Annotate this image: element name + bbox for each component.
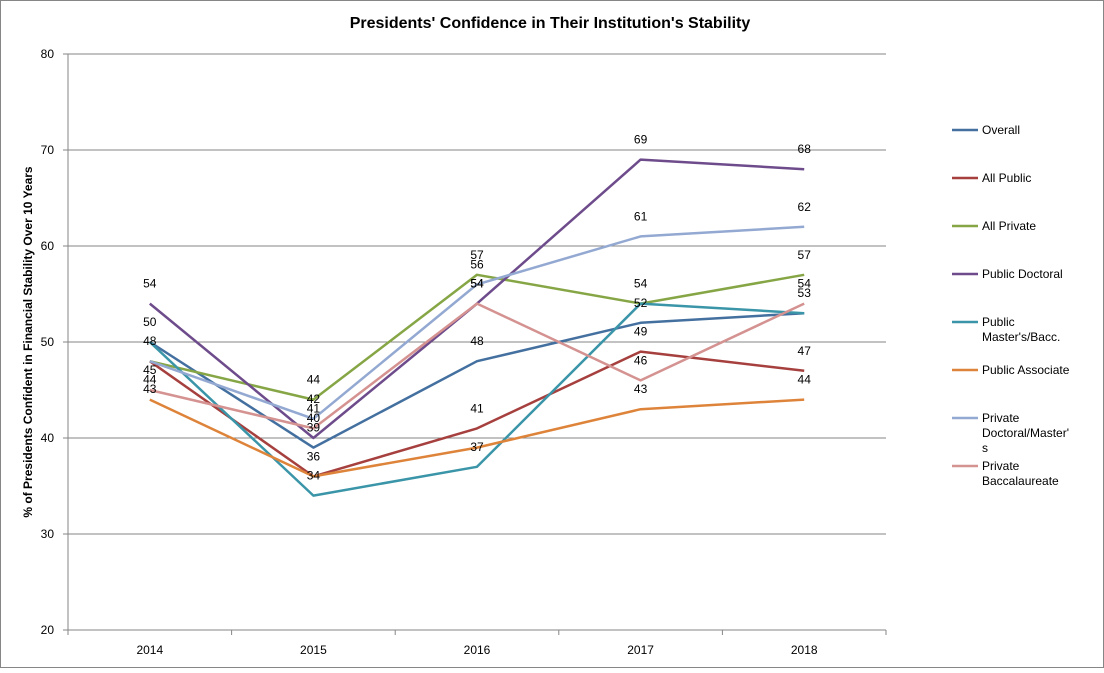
series-line-5 xyxy=(149,398,805,478)
y-axis-title: % of Presidents Confident in Financial S… xyxy=(21,166,35,518)
data-label: 54 xyxy=(143,277,157,291)
legend: Overall All Public All Private Public Docto… xyxy=(952,123,1070,488)
series-lines xyxy=(148,158,805,497)
series-line-4 xyxy=(148,302,805,497)
legend-label: Master's/Bacc. xyxy=(982,330,1060,344)
data-label: 46 xyxy=(634,353,648,367)
legend-label: All Private xyxy=(982,219,1036,233)
data-label: 54 xyxy=(634,277,648,291)
data-label: 54 xyxy=(470,277,484,291)
chart-title: Presidents' Confidence in Their Institut… xyxy=(350,15,751,32)
legend-label: Public xyxy=(982,315,1015,329)
data-label: 50 xyxy=(143,315,157,329)
data-label: 42 xyxy=(307,392,321,406)
legend-label: Baccalaureate xyxy=(982,474,1059,488)
x-tick-label: 2015 xyxy=(300,643,327,657)
data-label: 37 xyxy=(470,440,484,454)
data-label: 47 xyxy=(798,344,812,358)
data-label: 57 xyxy=(470,248,484,262)
y-tick-label: 40 xyxy=(41,431,55,445)
data-labels: 48 39 48 52 53 36 41 49 47 44 54 57 54 57 69 68 50 34 37 54… xyxy=(143,133,811,483)
data-label: 52 xyxy=(634,296,648,310)
legend-label: Private xyxy=(982,459,1020,473)
legend-label: Public Doctoral xyxy=(982,267,1063,281)
data-label: 45 xyxy=(143,363,157,377)
gridlines xyxy=(68,53,886,535)
legend-label: s xyxy=(982,441,988,455)
data-label: 56 xyxy=(470,257,484,271)
legend-label: All Public xyxy=(982,171,1031,185)
axes: 20 30 40 50 60 70 80 2014 2015 2016 2017 2018 xyxy=(41,47,887,657)
data-label: 54 xyxy=(470,277,484,291)
data-label: 43 xyxy=(143,382,157,396)
data-label: 40 xyxy=(307,411,321,425)
legend-label: Private xyxy=(982,411,1020,425)
data-label: 39 xyxy=(307,421,321,435)
data-label: 69 xyxy=(634,133,648,147)
y-tick-label: 60 xyxy=(41,239,55,253)
y-tick-label: 30 xyxy=(41,527,55,541)
data-label: 61 xyxy=(634,209,648,223)
series-line-6 xyxy=(149,225,805,421)
data-label: 54 xyxy=(798,277,812,291)
legend-label: Overall xyxy=(982,123,1020,137)
x-tick-label: 2018 xyxy=(791,643,818,657)
data-label: 41 xyxy=(470,401,484,415)
data-label: 53 xyxy=(798,286,812,300)
series-line-7 xyxy=(149,302,805,430)
data-label: 49 xyxy=(634,325,648,339)
series-line-0 xyxy=(149,311,805,449)
y-tick-label: 50 xyxy=(41,335,55,349)
x-tick-label: 2016 xyxy=(464,643,491,657)
legend-label: Public Associate xyxy=(982,363,1070,377)
x-tick-label: 2017 xyxy=(627,643,654,657)
data-label: 41 xyxy=(307,401,321,415)
series-line-2 xyxy=(149,273,805,401)
data-label: 48 xyxy=(143,334,157,348)
data-label: 68 xyxy=(798,142,812,156)
data-label: 43 xyxy=(634,382,648,396)
data-label: 57 xyxy=(798,248,812,262)
y-tick-label: 20 xyxy=(41,623,55,637)
x-tick-label: 2014 xyxy=(136,643,163,657)
y-tick-label: 70 xyxy=(41,143,55,157)
data-label: 48 xyxy=(470,334,484,348)
data-label: 44 xyxy=(798,373,812,387)
legend-label: Doctoral/Master' xyxy=(982,426,1069,440)
data-label: 44 xyxy=(307,373,321,387)
y-tick-label: 80 xyxy=(41,47,55,61)
data-label: 62 xyxy=(798,200,812,214)
data-label: 44 xyxy=(143,373,157,387)
series-line-1 xyxy=(149,350,805,478)
data-label: 36 xyxy=(307,449,321,463)
data-label: 34 xyxy=(307,469,321,483)
